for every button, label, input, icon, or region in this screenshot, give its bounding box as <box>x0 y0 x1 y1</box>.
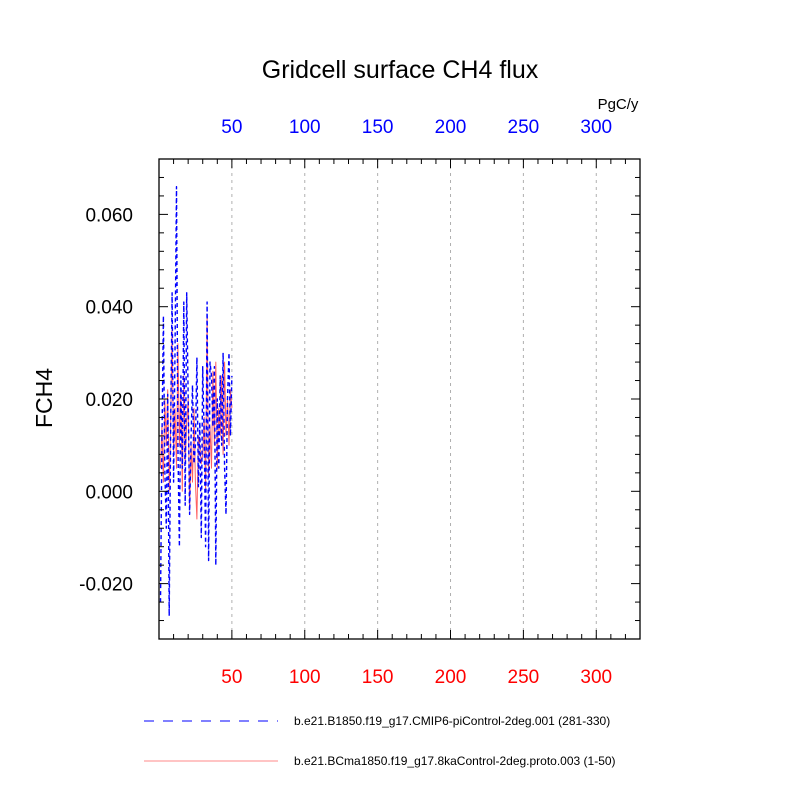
legend-label-2: b.e21.BCma1850.f19_g17.8kaControl-2deg.p… <box>294 754 616 768</box>
chart-title: Gridcell surface CH4 flux <box>262 56 539 84</box>
x-tick-label-bottom: 300 <box>580 667 612 688</box>
x-tick-label-top: 200 <box>435 117 467 138</box>
x-tick-label-top: 50 <box>221 117 242 138</box>
x-tick-label-top: 150 <box>362 117 394 138</box>
x-tick-label-bottom: 150 <box>362 667 394 688</box>
ticks-layer: 50 50 100 100 150 150 200 200 250 250 300 300 -0.020… <box>79 117 640 688</box>
grid-layer <box>231 159 597 639</box>
legend: b.e21.B1850.f19_g17.CMIP6-piControl-2deg… <box>144 714 616 768</box>
x-tick-label-bottom: 50 <box>221 667 242 688</box>
x-tick-label-bottom: 200 <box>435 667 467 688</box>
y-tick-label: 0.060 <box>85 205 133 226</box>
y-tick-label: 0.000 <box>85 482 133 503</box>
x-tick-label-top: 300 <box>580 117 612 138</box>
series-line-1 <box>159 185 233 617</box>
legend-label-1: b.e21.B1850.f19_g17.CMIP6-piControl-2deg… <box>294 714 610 728</box>
x-tick-label-bottom: 100 <box>289 667 321 688</box>
x-tick-label-bottom: 250 <box>508 667 540 688</box>
y-tick-label: -0.020 <box>79 575 133 596</box>
series-layer <box>159 185 233 617</box>
y-axis-label: FCH4 <box>31 368 57 428</box>
x-tick-label-top: 250 <box>508 117 540 138</box>
y-tick-label: 0.020 <box>85 390 133 411</box>
y-tick-label: 0.040 <box>85 298 133 319</box>
top-axis-units: PgC/y <box>598 96 639 113</box>
x-tick-label-top: 100 <box>289 117 321 138</box>
